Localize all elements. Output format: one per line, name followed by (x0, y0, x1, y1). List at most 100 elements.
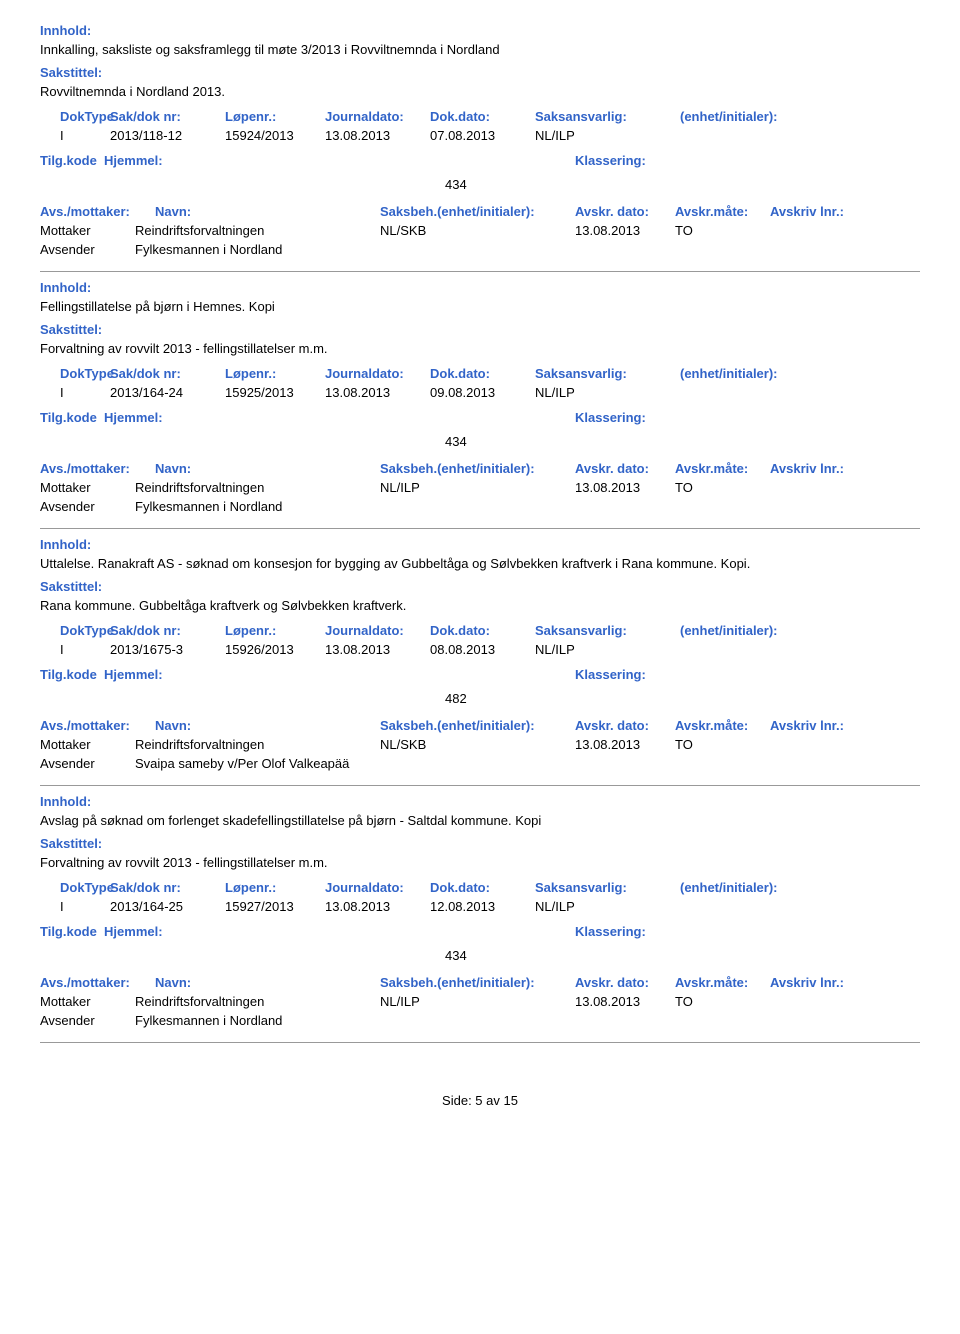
klassering-value: 434 (445, 948, 467, 963)
lopenr-value: 15924/2013 (225, 128, 325, 143)
journal-entry: Innhold:Fellingstillatelse på bjørn i He… (40, 280, 920, 529)
klassering-label: Klassering: (170, 153, 646, 168)
journal-entry: Innhold: Avslag på søknad om forlenget sk… (40, 794, 920, 1043)
party-role: Avsender (40, 242, 135, 257)
journal-entry: Innhold: Innkalling, saksliste og saksfra… (40, 23, 920, 272)
party-name: Fylkesmannen i Nordland (135, 1013, 380, 1028)
dokdato-value: 12.08.2013 (430, 899, 535, 914)
tilg-header-row: Tilg.kode Hjemmel:Klassering: (40, 153, 920, 173)
avs-header-row: Avs./mottaker:Navn: Saksbeh.(enhet/initi… (40, 718, 920, 733)
doktype-label: DokType (40, 880, 110, 895)
saksansvarlig-label: Saksansvarlig: (535, 623, 680, 638)
spacer (215, 975, 380, 990)
spacer (215, 718, 380, 733)
lopenr-label: Løpenr.: (225, 109, 325, 124)
party-name: Reindriftsforvaltningen (135, 480, 380, 495)
navn-label: Navn: (155, 975, 215, 990)
entry-divider (40, 1042, 920, 1043)
doktype-label: DokType (40, 109, 110, 124)
avskr-lnr-label: Avskriv lnr.: (770, 204, 844, 219)
saksbeh-label: Saksbeh.(enhet/initialer): (380, 461, 575, 476)
party-role: Mottaker (40, 994, 135, 1009)
tilgkode-label: Tilg.kode Hjemmel: (40, 667, 170, 682)
avskr-dato-label: Avskr. dato: (575, 461, 675, 476)
saksbeh-label: Saksbeh.(enhet/initialer): (380, 718, 575, 733)
party-row: MottakerReindriftsforvaltningenNL/ILP13.… (40, 994, 920, 1009)
journaldato-label: Journaldato: (325, 109, 430, 124)
spacer (40, 948, 445, 963)
klassering-value: 434 (445, 434, 467, 449)
sakstittel-text: Rovviltnemnda i Nordland 2013. (40, 84, 920, 99)
klassering-row: 482 (40, 691, 920, 706)
spacer (40, 434, 445, 449)
doktype-label: DokType (40, 623, 110, 638)
dokdato-value: 09.08.2013 (430, 385, 535, 400)
party-row: MottakerReindriftsforvaltningenNL/SKB13.… (40, 737, 920, 752)
party-name: Reindriftsforvaltningen (135, 223, 380, 238)
spacer (40, 177, 445, 192)
innhold-label: Innhold: (40, 537, 920, 552)
entry-divider (40, 528, 920, 529)
party-name: Reindriftsforvaltningen (135, 994, 380, 1009)
enhet-label: (enhet/initialer): (680, 623, 835, 638)
journal-entry: Innhold: Uttalelse. Ranakraft AS - søknad… (40, 537, 920, 786)
party-avskr-dato: 13.08.2013 (575, 737, 675, 752)
party-name: Reindriftsforvaltningen (135, 737, 380, 752)
innhold-label: Innhold: (40, 794, 920, 809)
sakstittel-text: Rana kommune. Gubbeltåga kraftverk og Sø… (40, 598, 920, 613)
klassering-row: 434 (40, 434, 920, 449)
party-saksbeh: NL/SKB (380, 223, 575, 238)
innhold-text: Avslag på søknad om forlenget skadefelli… (40, 813, 920, 828)
page-footer: Side: 5 av 15 (40, 1093, 920, 1108)
saksansvarlig-label: Saksansvarlig: (535, 880, 680, 895)
avskr-lnr-label: Avskriv lnr.: (770, 718, 844, 733)
journaldato-label: Journaldato: (325, 623, 430, 638)
party-name: Fylkesmannen i Nordland (135, 499, 380, 514)
spacer (40, 691, 445, 706)
tilgkode-label: Tilg.kode Hjemmel: (40, 924, 170, 939)
journaldato-value: 13.08.2013 (325, 642, 430, 657)
saksbeh-label: Saksbeh.(enhet/initialer): (380, 204, 575, 219)
party-row: AvsenderFylkesmannen i Nordland (40, 499, 920, 514)
lopenr-value: 15926/2013 (225, 642, 325, 657)
enhet-label: (enhet/initialer): (680, 109, 835, 124)
doktype-value: I (40, 128, 110, 143)
avs-mottaker-label: Avs./mottaker: (40, 975, 155, 990)
party-row: MottakerReindriftsforvaltningenNL/ILP13.… (40, 480, 920, 495)
klassering-label: Klassering: (170, 667, 646, 682)
enhet-label: (enhet/initialer): (680, 880, 835, 895)
avs-header-row: Avs./mottaker:Navn: Saksbeh.(enhet/initi… (40, 975, 920, 990)
lopenr-value: 15925/2013 (225, 385, 325, 400)
party-avskr-dato: 13.08.2013 (575, 223, 675, 238)
party-name: Svaipa sameby v/Per Olof Valkeapää (135, 756, 380, 771)
avskr-dato-label: Avskr. dato: (575, 718, 675, 733)
data-row: I2013/1675-315926/201313.08.201308.08.20… (40, 642, 920, 657)
header-row: DokTypeSak/dok nr:Løpenr.:Journaldato:Do… (40, 109, 920, 124)
avskr-mate-label: Avskr.måte: (675, 204, 770, 219)
spacer (215, 204, 380, 219)
avs-header-row: Avs./mottaker:Navn: Saksbeh.(enhet/initi… (40, 461, 920, 476)
party-row: AvsenderFylkesmannen i Nordland (40, 242, 920, 257)
journaldato-label: Journaldato: (325, 880, 430, 895)
avskr-mate-label: Avskr.måte: (675, 975, 770, 990)
avskr-lnr-label: Avskriv lnr.: (770, 461, 844, 476)
avskr-dato-label: Avskr. dato: (575, 204, 675, 219)
header-row: DokTypeSak/dok nr:Løpenr.:Journaldato:Do… (40, 880, 920, 895)
navn-label: Navn: (155, 461, 215, 476)
klassering-row: 434 (40, 948, 920, 963)
sakstittel-label: Sakstittel: (40, 579, 920, 594)
sakstittel-text: Forvaltning av rovvilt 2013 - fellingsti… (40, 341, 920, 356)
innhold-text: Uttalelse. Ranakraft AS - søknad om kons… (40, 556, 920, 571)
dokdato-label: Dok.dato: (430, 109, 535, 124)
saknr-label: Sak/dok nr: (110, 880, 225, 895)
party-role: Avsender (40, 499, 135, 514)
doktype-value: I (40, 899, 110, 914)
tilg-header-row: Tilg.kode Hjemmel:Klassering: (40, 667, 920, 687)
lopenr-label: Løpenr.: (225, 880, 325, 895)
innhold-label: Innhold: (40, 23, 920, 38)
saksansvarlig-value: NL/ILP (535, 642, 680, 657)
sakstittel-label: Sakstittel: (40, 322, 920, 337)
innhold-text: Innkalling, saksliste og saksframlegg ti… (40, 42, 920, 57)
document-container: Innhold: Innkalling, saksliste og saksfra… (40, 23, 920, 1043)
party-name: Fylkesmannen i Nordland (135, 242, 380, 257)
